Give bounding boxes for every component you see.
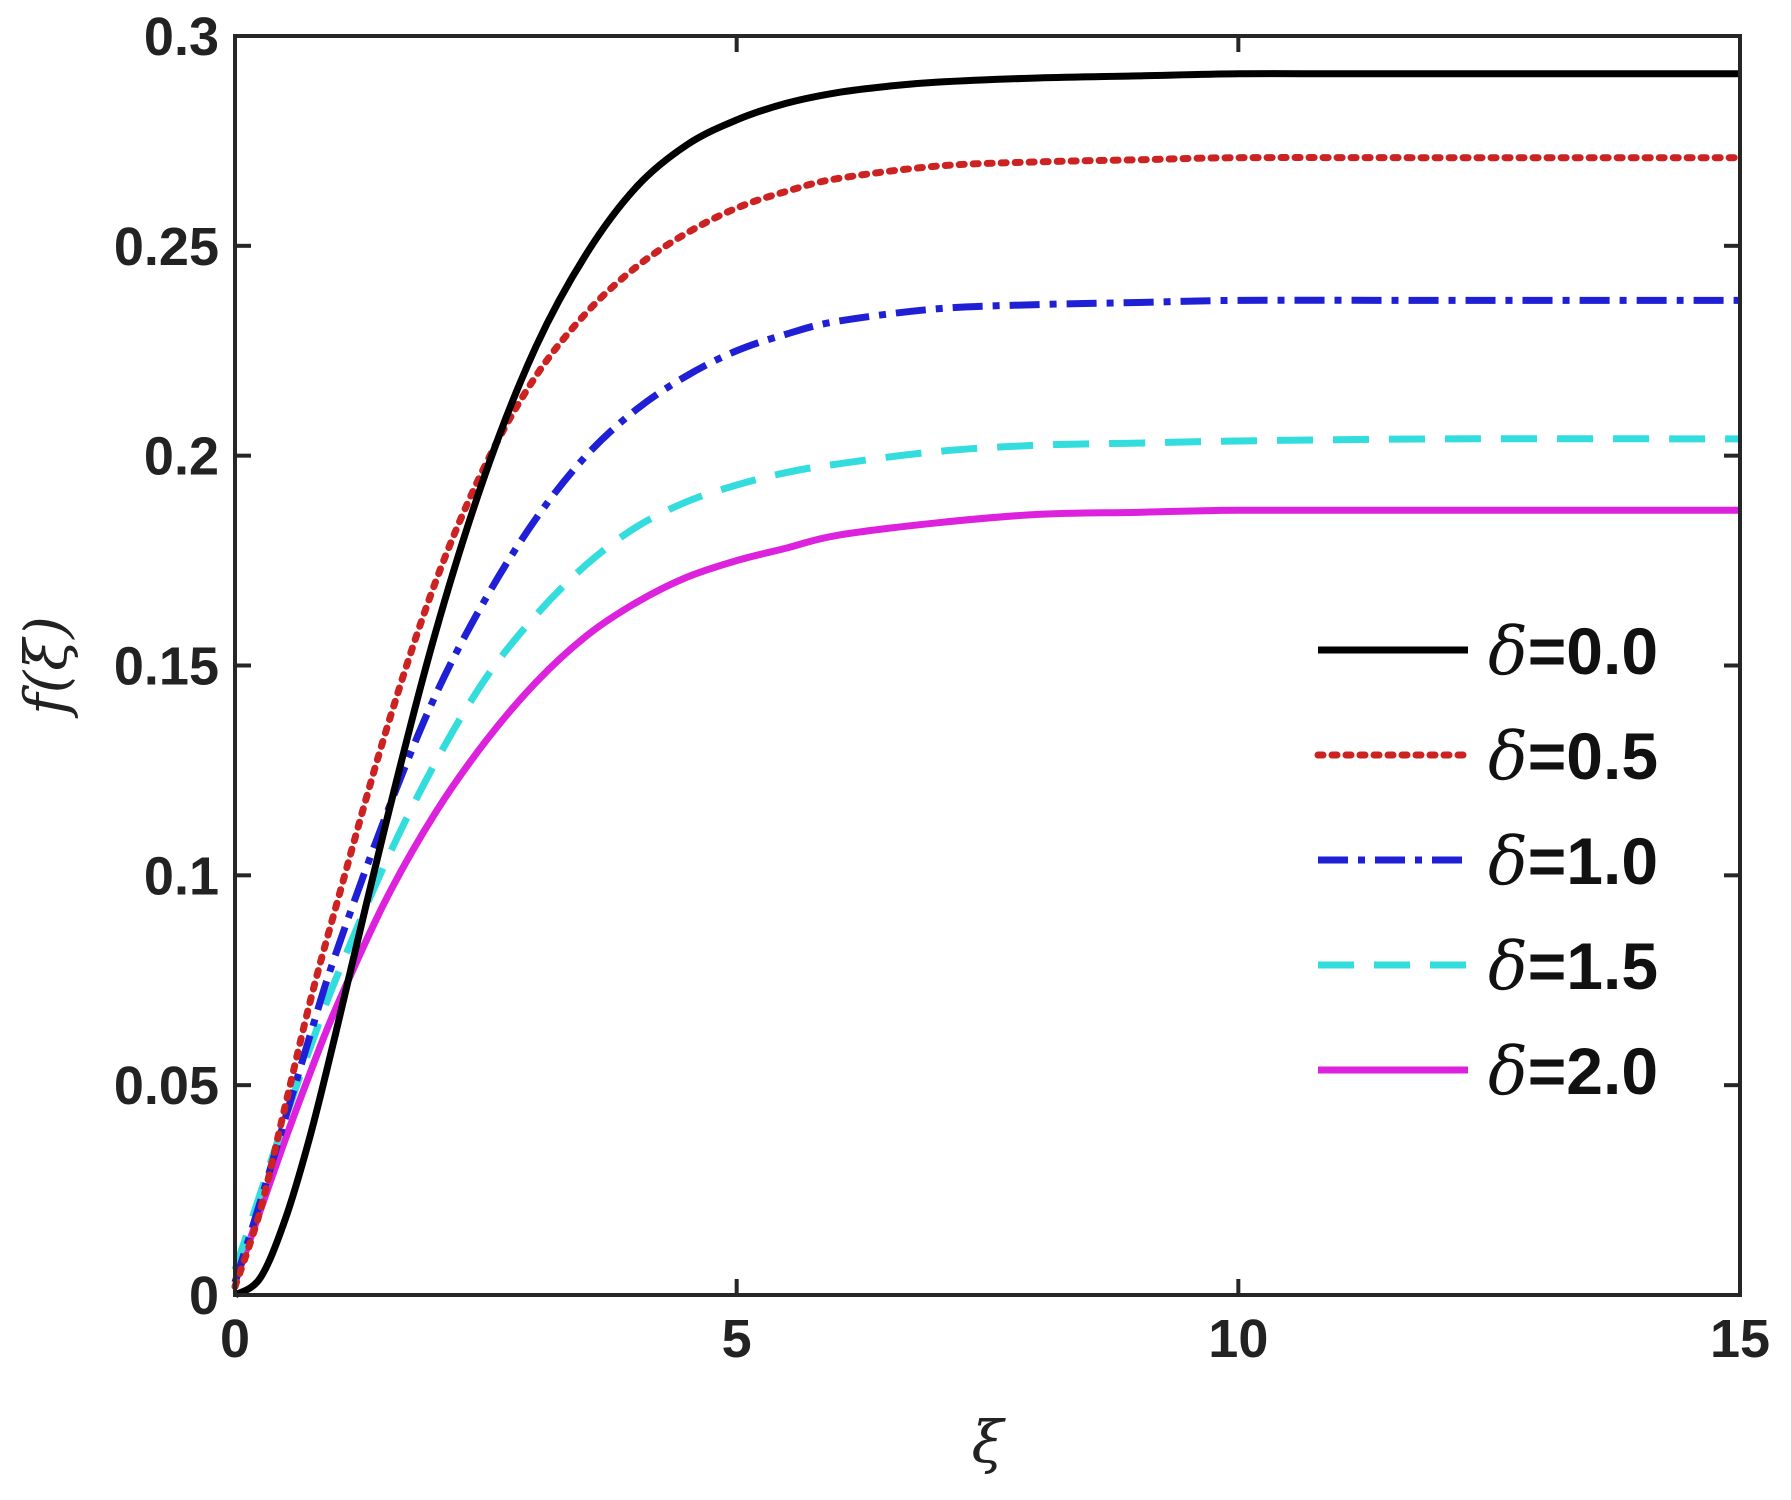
y-axis-title: f(ξ): [12, 616, 80, 719]
tick-labels: 0 5 10 15 0 0.05 0.1 0.15 0.2 0.25 0.3: [114, 7, 1770, 1369]
legend-symbol: δ: [1488, 1033, 1528, 1110]
legend-value: =1.0: [1528, 824, 1658, 898]
series-line-3: [231, 296, 1741, 1284]
series-line-2: [231, 154, 1744, 1291]
x-axis-title: ξ: [972, 1408, 1007, 1476]
series-lines: [231, 70, 1744, 1299]
legend-value: =0.0: [1528, 614, 1658, 688]
legend-symbol: δ: [1488, 823, 1528, 900]
legend-label-5: δ=2.0: [1488, 1033, 1658, 1110]
y-tick-label-3: 0.15: [114, 637, 219, 697]
x-tick-label-1: 5: [722, 1309, 752, 1369]
y-tick-label-1: 0.05: [114, 1056, 219, 1116]
series-line-1: [233, 70, 1740, 1299]
x-tick-label-2: 10: [1208, 1309, 1268, 1369]
series-line-4: [231, 435, 1741, 1271]
legend-value: =1.5: [1528, 929, 1658, 1003]
legend-value: =0.5: [1528, 719, 1658, 793]
y-tick-label-6: 0.3: [144, 7, 219, 67]
series-line-5: [231, 506, 1740, 1284]
legend-symbol: δ: [1488, 613, 1528, 690]
legend-label-1: δ=0.0: [1488, 613, 1658, 690]
x-tick-label-3: 15: [1710, 1309, 1770, 1369]
x-tick-label-0: 0: [220, 1309, 250, 1369]
legend-label-4: δ=1.5: [1488, 928, 1658, 1005]
legend-label-2: δ=0.5: [1488, 718, 1658, 795]
y-tick-label-0: 0: [189, 1266, 219, 1326]
y-tick-label-4: 0.2: [144, 427, 219, 487]
legend-symbol: δ: [1488, 928, 1528, 1005]
y-tick-label-2: 0.1: [144, 846, 219, 906]
plot-frame: [233, 34, 1742, 1297]
legend-value: =2.0: [1528, 1034, 1658, 1108]
legend-label-3: δ=1.0: [1488, 823, 1658, 900]
y-tick-label-5: 0.25: [114, 217, 219, 277]
legend: δ=0.0δ=0.5δ=1.0δ=1.5δ=2.0: [1314, 613, 1658, 1110]
legend-symbol: δ: [1488, 718, 1528, 795]
